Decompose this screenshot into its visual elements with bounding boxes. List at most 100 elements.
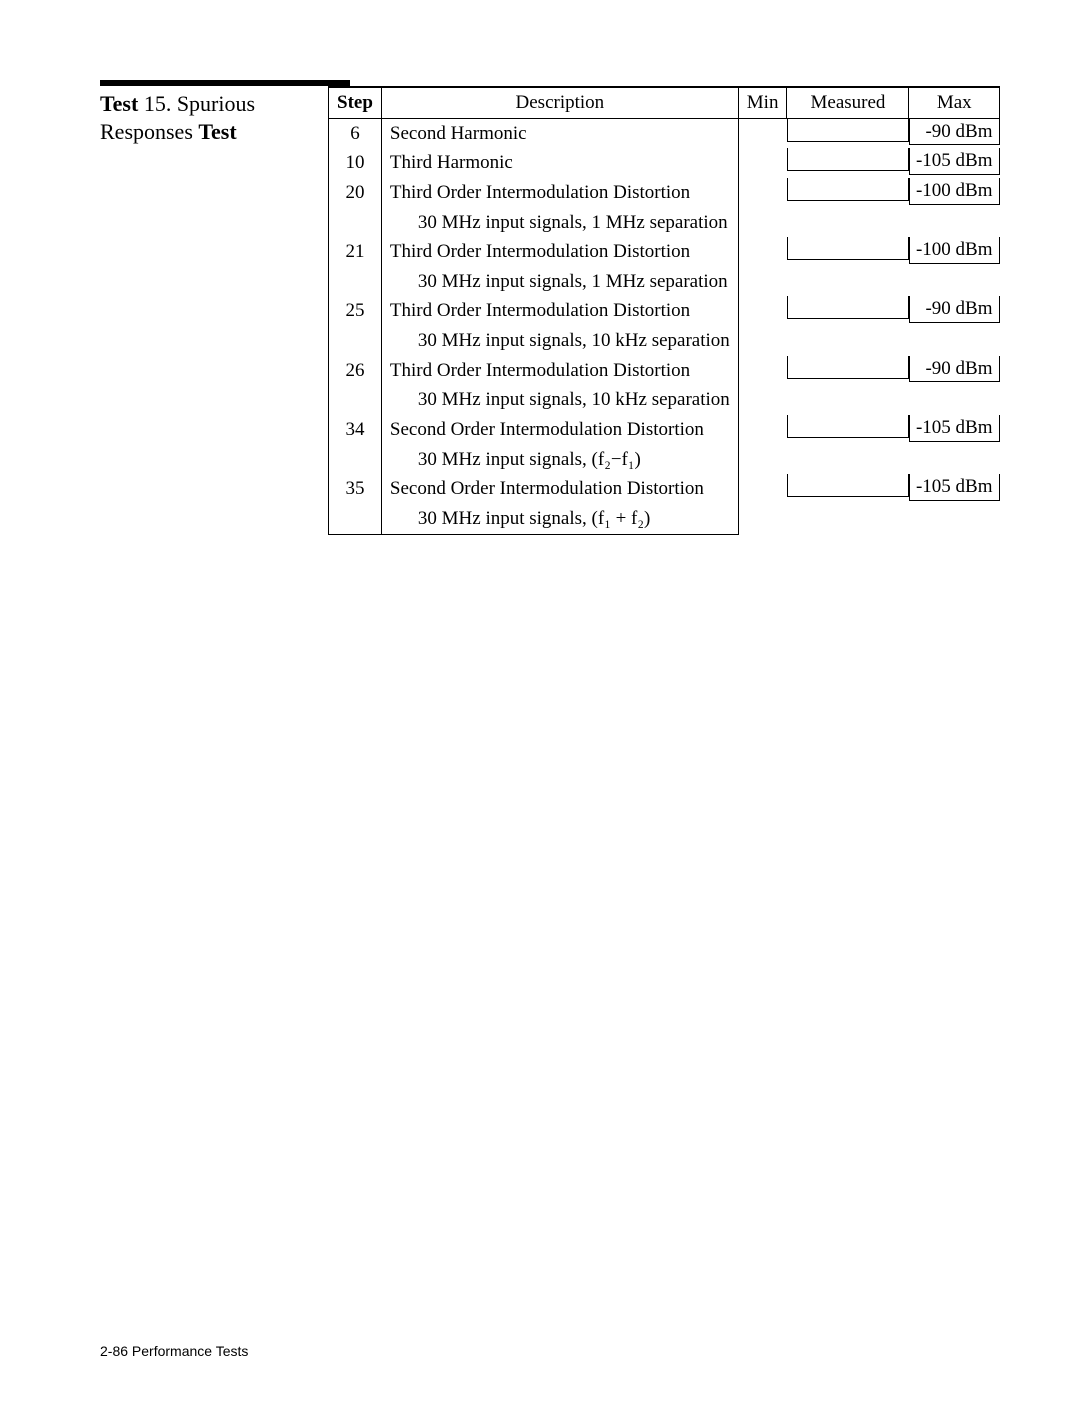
cell-measured (787, 445, 909, 475)
cell-desc-sub: 30 MHz input signals, (f₂−f₁) (381, 445, 738, 475)
cell-min (738, 237, 787, 267)
cell-max: -90 dBm (909, 118, 1000, 148)
cell-desc: Second Harmonic (381, 118, 738, 148)
cell-step (329, 504, 382, 534)
cell-desc: Second Order Intermodulation Distortion (381, 415, 738, 445)
cell-step: 26 (329, 356, 382, 386)
cell-step: 25 (329, 296, 382, 326)
table-row: 30 MHz input signals, (f₁ + f₂) (329, 504, 1000, 534)
cell-max (909, 267, 1000, 297)
table-row: 30 MHz input signals, 10 kHz separation (329, 326, 1000, 356)
table-row: 25Third Order Intermodulation Distortion… (329, 296, 1000, 326)
content-row: Test 15. Spurious Responses Test Step De… (100, 90, 1000, 535)
col-step: Step (329, 87, 382, 118)
cell-desc-sub: 30 MHz input signals, 1 MHz separation (381, 267, 738, 297)
cell-step: 20 (329, 178, 382, 208)
cell-measured (787, 208, 909, 238)
cell-step (329, 267, 382, 297)
cell-min (738, 415, 787, 445)
cell-min (738, 118, 787, 148)
cell-step: 10 (329, 148, 382, 178)
cell-desc-sub: 30 MHz input signals, (f₁ + f₂) (381, 504, 738, 534)
table-row: 10Third Harmonic -105 dBm (329, 148, 1000, 178)
cell-min (738, 178, 787, 208)
col-min: Min (738, 87, 787, 118)
table-row: 30 MHz input signals, 10 kHz separation (329, 385, 1000, 415)
cell-step (329, 326, 382, 356)
cell-max: -100 dBm (909, 178, 1000, 208)
cell-max: -105 dBm (909, 148, 1000, 178)
table-row: 30 MHz input signals, 1 MHz separation (329, 208, 1000, 238)
table-row: 34Second Order Intermodulation Distortio… (329, 415, 1000, 445)
cell-desc: Third Order Intermodulation Distortion (381, 296, 738, 326)
cell-min (738, 296, 787, 326)
cell-desc-sub: 30 MHz input signals, 10 kHz separation (381, 385, 738, 415)
table-row: 35Second Order Intermodulation Distortio… (329, 474, 1000, 504)
page-body: Test 15. Spurious Responses Test Step De… (0, 0, 1080, 575)
cell-min (738, 504, 787, 534)
cell-measured (787, 356, 909, 386)
col-measured: Measured (787, 87, 909, 118)
cell-measured (787, 326, 909, 356)
table-row: 30 MHz input signals, 1 MHz separation (329, 267, 1000, 297)
results-table-wrap: Step Description Min Measured Max 6Secon… (328, 86, 1000, 535)
title-heavy-rule (100, 80, 350, 86)
cell-desc-sub: 30 MHz input signals, 1 MHz separation (381, 208, 738, 238)
col-description: Description (381, 87, 738, 118)
cell-measured (787, 118, 909, 148)
cell-min (738, 326, 787, 356)
table-row: 20Third Order Intermodulation Distortion… (329, 178, 1000, 208)
section-title: Test 15. Spurious Responses Test (100, 90, 318, 145)
cell-min (738, 385, 787, 415)
cell-step: 34 (329, 415, 382, 445)
table-row: 6Second Harmonic -90 dBm (329, 118, 1000, 148)
cell-step: 35 (329, 474, 382, 504)
title-bold-1: Test (100, 91, 138, 116)
cell-desc-sub: 30 MHz input signals, 10 kHz separation (381, 326, 738, 356)
cell-min (738, 267, 787, 297)
cell-max: -105 dBm (909, 415, 1000, 445)
cell-max: -105 dBm (909, 474, 1000, 504)
cell-measured (787, 474, 909, 504)
cell-max: -90 dBm (909, 356, 1000, 386)
col-max: Max (909, 87, 1000, 118)
cell-measured (787, 385, 909, 415)
table-body: 6Second Harmonic -90 dBm 10Third Harmonic -… (329, 118, 1000, 534)
cell-min (738, 445, 787, 475)
cell-step (329, 445, 382, 475)
cell-max: -100 dBm (909, 237, 1000, 267)
table-head: Step Description Min Measured Max (329, 87, 1000, 118)
cell-max (909, 208, 1000, 238)
cell-measured (787, 296, 909, 326)
cell-measured (787, 504, 909, 534)
cell-max (909, 445, 1000, 475)
cell-step (329, 208, 382, 238)
page-footer: 2-86 Performance Tests (100, 1343, 248, 1359)
cell-max (909, 326, 1000, 356)
cell-max (909, 385, 1000, 415)
cell-min (738, 148, 787, 178)
cell-desc: Third Order Intermodulation Distortion (381, 237, 738, 267)
cell-measured (787, 178, 909, 208)
cell-desc: Third Harmonic (381, 148, 738, 178)
title-bold-2: Test (198, 119, 236, 144)
table-row: 21Third Order Intermodulation Distortion… (329, 237, 1000, 267)
cell-desc: Third Order Intermodulation Distortion (381, 356, 738, 386)
table-row: 30 MHz input signals, (f₂−f₁) (329, 445, 1000, 475)
cell-measured (787, 415, 909, 445)
cell-measured (787, 237, 909, 267)
cell-max (909, 504, 1000, 534)
title-thin-rule (350, 86, 1000, 87)
cell-measured (787, 267, 909, 297)
cell-max: -90 dBm (909, 296, 1000, 326)
cell-measured (787, 148, 909, 178)
cell-min (738, 474, 787, 504)
cell-desc: Third Order Intermodulation Distortion (381, 178, 738, 208)
results-table: Step Description Min Measured Max 6Secon… (328, 86, 1000, 535)
title-line2-plain: Responses (100, 119, 198, 144)
cell-desc: Second Order Intermodulation Distortion (381, 474, 738, 504)
cell-step: 6 (329, 118, 382, 148)
cell-min (738, 356, 787, 386)
table-row: 26Third Order Intermodulation Distortion… (329, 356, 1000, 386)
cell-min (738, 208, 787, 238)
